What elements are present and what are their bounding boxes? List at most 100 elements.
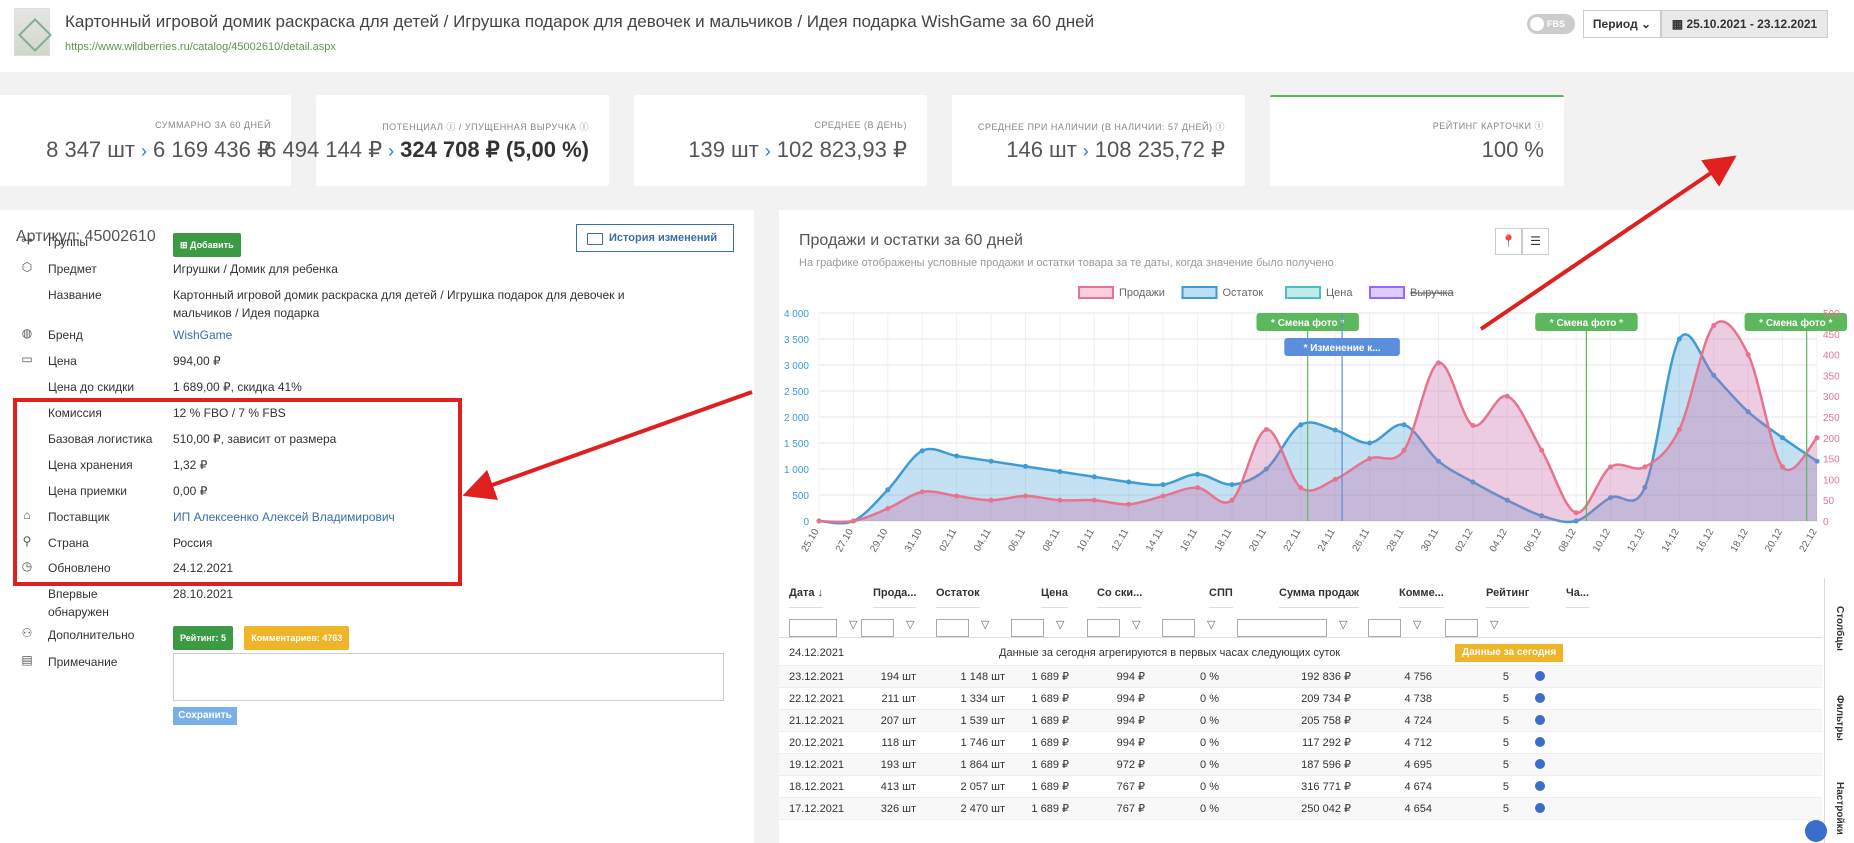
column-filter-input[interactable] <box>1162 619 1195 637</box>
column-header[interactable]: Цена <box>1041 578 1069 608</box>
period-dropdown[interactable]: Период ⌄ <box>1583 10 1661 38</box>
data-point <box>1401 422 1407 428</box>
info-key: Дополнительно <box>48 628 135 642</box>
fbs-toggle[interactable]: FBS <box>1527 14 1575 34</box>
clock-icon[interactable] <box>1535 798 1545 820</box>
clock-icon[interactable] <box>1535 754 1545 776</box>
column-filter-input[interactable] <box>1087 619 1120 637</box>
table-row[interactable]: 22.12.2021 211 шт 1 334 шт 1 689 ₽ 994 ₽ 0 % 2… <box>779 688 1822 710</box>
y-left-tick-label: 1 000 <box>784 465 809 476</box>
table-cell: 0 % <box>1200 671 1219 683</box>
clock-icon[interactable] <box>1535 710 1545 732</box>
pin-button[interactable]: 📍 <box>1495 228 1522 255</box>
data-point <box>1367 456 1373 462</box>
column-filter-input[interactable] <box>789 619 837 637</box>
table-row[interactable]: 21.12.2021 207 шт 1 539 шт 1 689 ₽ 994 ₽ 0 % 2… <box>779 710 1822 732</box>
x-tick-label: 14.11 <box>1144 527 1166 554</box>
info-key: Цена до скидки <box>48 380 135 394</box>
table-cell: 994 ₽ <box>1116 693 1145 705</box>
filter-icon[interactable]: ▽ <box>1207 619 1216 631</box>
chart-legend[interactable]: Продажи Остаток Цена Выручка <box>1078 286 1455 299</box>
tab-settings[interactable]: Настройки <box>1834 781 1845 835</box>
column-filter-input[interactable] <box>936 619 969 637</box>
info-key: Цена <box>48 354 77 368</box>
tab-columns[interactable]: Столбцы <box>1834 605 1845 651</box>
data-point <box>1608 464 1614 470</box>
filter-icon[interactable]: ▽ <box>906 619 915 631</box>
table-row[interactable]: 20.12.2021 118 шт 1 746 шт 1 689 ₽ 994 ₽ 0 % 1… <box>779 732 1822 754</box>
stat-card-potential: Потенциал ⓘ / Упущенная выручка ⓘ 6 494 … <box>264 95 609 186</box>
y-left-tick-label: 2 500 <box>784 387 809 398</box>
chevron-down-icon: ⌄ <box>1641 17 1652 31</box>
rating-badge[interactable]: Рейтинг: 5 <box>173 626 233 650</box>
chart-series <box>816 320 1820 525</box>
legend-item: Выручка <box>1369 286 1455 299</box>
table-cell: 0 % <box>1200 759 1219 771</box>
column-header[interactable]: Остаток <box>936 578 980 608</box>
column-filter-input[interactable] <box>1368 619 1401 637</box>
table-cell: 192 836 ₽ <box>1301 671 1351 683</box>
data-point <box>1780 435 1786 441</box>
column-filter-input[interactable] <box>861 619 894 637</box>
table-cell: 1 689 ₽ <box>1031 737 1069 749</box>
x-tick-label: 16.12 <box>1694 527 1716 555</box>
comments-badge[interactable]: Комментариев: 4763 <box>244 626 350 650</box>
clock-icon[interactable] <box>1535 666 1545 688</box>
filter-icon[interactable]: ▽ <box>849 619 858 631</box>
data-point <box>1780 464 1786 470</box>
product-url-link[interactable]: https://www.wildberries.ru/catalog/45002… <box>65 41 336 53</box>
column-header[interactable]: Прода... <box>873 578 917 608</box>
y-left-tick-label: 3 500 <box>784 335 809 346</box>
table-row[interactable]: 17.12.2021 326 шт 2 470 шт 1 689 ₽ 767 ₽ 0 % 2… <box>779 798 1822 820</box>
supplier-link[interactable]: ИП Алексеенко Алексей Владимирович <box>173 510 395 524</box>
filter-icon[interactable]: ▽ <box>1056 619 1065 631</box>
chat-icon[interactable] <box>1805 820 1827 842</box>
history-button[interactable]: История изменений <box>576 224 734 252</box>
x-tick-label: 18.12 <box>1729 527 1751 555</box>
table-row-today[interactable]: 24.12.2021 Данные за сегодня агрегируются… <box>779 640 1822 666</box>
column-header[interactable]: Со ски... <box>1097 578 1143 608</box>
column-header[interactable]: Сумма продаж <box>1279 578 1360 608</box>
column-header[interactable]: Дата ↓ <box>789 578 824 608</box>
date-range-button[interactable]: ▦ 25.10.2021 - 23.12.2021 <box>1661 10 1828 38</box>
product-thumbnail[interactable] <box>14 8 50 56</box>
info-key: Страна <box>48 536 89 550</box>
column-header[interactable]: Рейтинг <box>1486 578 1530 608</box>
table-row[interactable]: 23.12.2021 194 шт 1 148 шт 1 689 ₽ 994 ₽ 0 % 1… <box>779 666 1822 688</box>
column-header[interactable]: СПП <box>1209 578 1233 608</box>
data-point <box>919 448 925 454</box>
x-tick-label: 04.11 <box>972 527 994 554</box>
filter-icon[interactable]: ▽ <box>981 619 990 631</box>
column-filter-input[interactable] <box>1445 619 1478 637</box>
info-value: Россия <box>173 536 213 550</box>
table-cell: 1 746 шт <box>960 737 1005 749</box>
clock-icon[interactable] <box>1535 688 1545 710</box>
brand-link[interactable]: WishGame <box>173 328 233 342</box>
column-header[interactable]: Ча... <box>1566 578 1590 608</box>
data-point <box>1711 372 1717 378</box>
clock-icon[interactable] <box>1535 776 1545 798</box>
column-filter-input[interactable] <box>1011 619 1044 637</box>
table-row[interactable]: 18.12.2021 413 шт 2 057 шт 1 689 ₽ 767 ₽ 0 % 3… <box>779 776 1822 798</box>
y-right-tick-label: 400 <box>1823 351 1840 362</box>
data-point <box>885 506 891 512</box>
table-cell: 5 <box>1502 737 1509 749</box>
filter-icon[interactable]: ▽ <box>1339 619 1348 631</box>
filter-icon[interactable]: ▽ <box>1132 619 1141 631</box>
add-group-button[interactable]: ⊞ Добавить <box>173 233 241 257</box>
table-cell: 4 695 <box>1404 759 1432 771</box>
filter-icon[interactable]: ▽ <box>1490 619 1499 631</box>
filter-icon[interactable]: ▽ <box>1413 619 1422 631</box>
table-row[interactable]: 19.12.2021 193 шт 1 864 шт 1 689 ₽ 972 ₽ 0 % 1… <box>779 754 1822 776</box>
column-header[interactable]: Комме... <box>1399 578 1444 608</box>
stat-value: 146 шт › 108 235,72 ₽ <box>1006 137 1225 162</box>
info-value: 1,32 ₽ <box>173 458 208 472</box>
save-button[interactable]: Сохранить <box>173 707 237 725</box>
note-textarea[interactable] <box>173 653 724 701</box>
column-filter-input[interactable] <box>1237 619 1327 637</box>
clock-icon[interactable] <box>1535 732 1545 754</box>
table-cell: 316 771 ₽ <box>1301 781 1351 793</box>
list-button[interactable]: ☰ <box>1522 228 1549 255</box>
tab-filters[interactable]: Фильтры <box>1834 695 1845 741</box>
table-side-tabs: Столбцы Фильтры Настройки <box>1824 578 1852 843</box>
